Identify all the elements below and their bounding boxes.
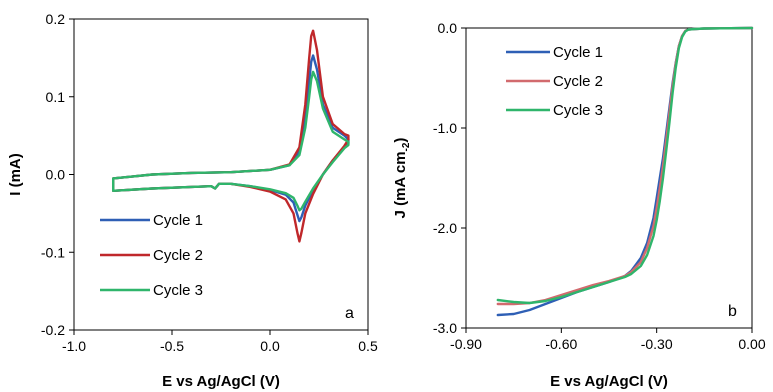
x-tick-label-b: -0.60 xyxy=(545,336,577,352)
series-line-a-cycle-2 xyxy=(111,29,350,243)
y-axis-label-close: ) xyxy=(392,138,409,143)
y-tick-label-a: 0.0 xyxy=(46,167,66,183)
x-tick-label-a: 0.0 xyxy=(260,338,280,354)
y-tick-label-b: -3.0 xyxy=(433,320,457,336)
legend-label-a-cycle-1: Cycle 1 xyxy=(153,212,203,229)
x-tick-label-a: -0.5 xyxy=(160,338,184,354)
legend-label-b-cycle-1: Cycle 1 xyxy=(553,44,603,61)
series-line-b-cycle-3 xyxy=(496,26,754,305)
series-line-a-cycle-3 xyxy=(111,70,350,212)
y-tick-label-a: -0.1 xyxy=(41,244,65,260)
series-line-b-cycle-1 xyxy=(496,26,754,317)
panel-letter-a: a xyxy=(345,305,354,322)
y-tick-label-a: 0.1 xyxy=(46,89,66,105)
panel-b-chart: -0.90 -0.60 -0.30 0.00 0.0 -1.0 -2.0 -3.0 E vs A… xyxy=(392,20,766,390)
series-line-b-cycle-2 xyxy=(496,26,754,306)
y-axis-label-sub: -2 xyxy=(401,142,412,151)
legend-label-a-cycle-2: Cycle 2 xyxy=(153,247,203,264)
panel-a-chart: -1.0 -0.5 0.0 0.5 0.2 0.1 0.0 -0.1 -0.2 E vs Ag/A… xyxy=(7,11,378,390)
plot-area-b xyxy=(465,27,753,329)
x-axis-label-b: E vs Ag/AgCl (V) xyxy=(550,373,668,390)
panel-letter-b: b xyxy=(728,303,737,320)
x-tick-label-b: -0.90 xyxy=(450,336,482,352)
y-axis-label-a: I (mA) xyxy=(7,153,24,196)
y-tick-label-a: -0.2 xyxy=(41,322,65,338)
legend-label-a-cycle-3: Cycle 3 xyxy=(153,282,203,299)
legend-label-b-cycle-2: Cycle 2 xyxy=(553,73,603,90)
y-tick-label-b: -2.0 xyxy=(433,220,457,236)
x-tick-label-b: -0.30 xyxy=(641,336,673,352)
y-axis-label-b: J (mA cm-2) xyxy=(392,138,412,219)
x-tick-label-a: 0.5 xyxy=(358,338,378,354)
x-tick-label-b: 0.00 xyxy=(738,336,765,352)
y-tick-label-b: 0.0 xyxy=(438,20,458,36)
legend-label-b-cycle-3: Cycle 3 xyxy=(553,102,603,119)
y-tick-label-a: 0.2 xyxy=(46,11,66,27)
y-axis-label-main: J (mA cm xyxy=(392,151,409,218)
x-axis-label-a: E vs Ag/AgCl (V) xyxy=(162,373,280,390)
y-tick-label-b: -1.0 xyxy=(433,120,457,136)
x-tick-label-a: -1.0 xyxy=(62,338,86,354)
